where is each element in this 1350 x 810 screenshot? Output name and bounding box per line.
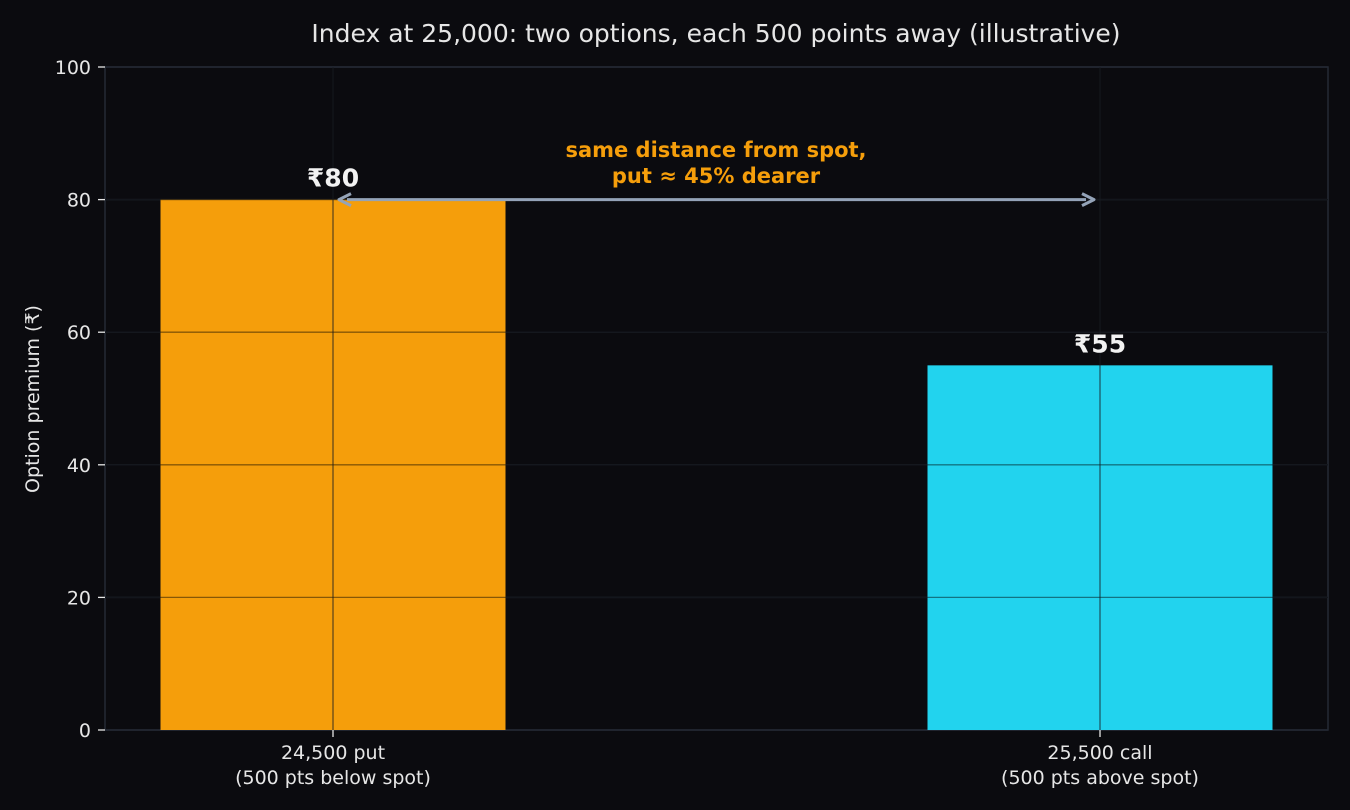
- chart-title: Index at 25,000: two options, each 500 p…: [311, 19, 1120, 48]
- y-tick-label-2: 40: [67, 455, 91, 477]
- annotation-text-line-1: put ≈ 45% dearer: [612, 164, 821, 188]
- annotation-arrowhead-right: [1081, 192, 1096, 207]
- y-tick-label-3: 60: [67, 322, 91, 344]
- y-axis-label: Option premium (₹): [22, 305, 44, 493]
- x-tick-label-line: 24,500 put: [281, 742, 385, 764]
- data-label-1: ₹55: [1074, 329, 1126, 358]
- plot-area: 0 20 40 60 80 100 24,500 put (500 pts below spo…: [55, 57, 1329, 789]
- data-label-0: ₹80: [307, 164, 359, 193]
- x-tick-label-line: (500 pts above spot): [1001, 767, 1199, 789]
- y-tick-label-4: 80: [67, 190, 91, 212]
- x-tick-label-0: 24,500 put (500 pts below spot): [235, 742, 431, 789]
- x-tick-label-line: 25,500 call: [1047, 742, 1152, 764]
- annotation-arrowhead-left: [337, 192, 352, 207]
- y-tick-label-5: 100: [55, 57, 91, 79]
- annotation-text-line-0: same distance from spot,: [565, 138, 866, 162]
- x-tick-label-1: 25,500 call (500 pts above spot): [1001, 742, 1199, 789]
- y-tick-label-1: 20: [67, 587, 91, 609]
- x-tick-label-line: (500 pts below spot): [235, 767, 431, 789]
- y-tick-label-0: 0: [79, 720, 91, 742]
